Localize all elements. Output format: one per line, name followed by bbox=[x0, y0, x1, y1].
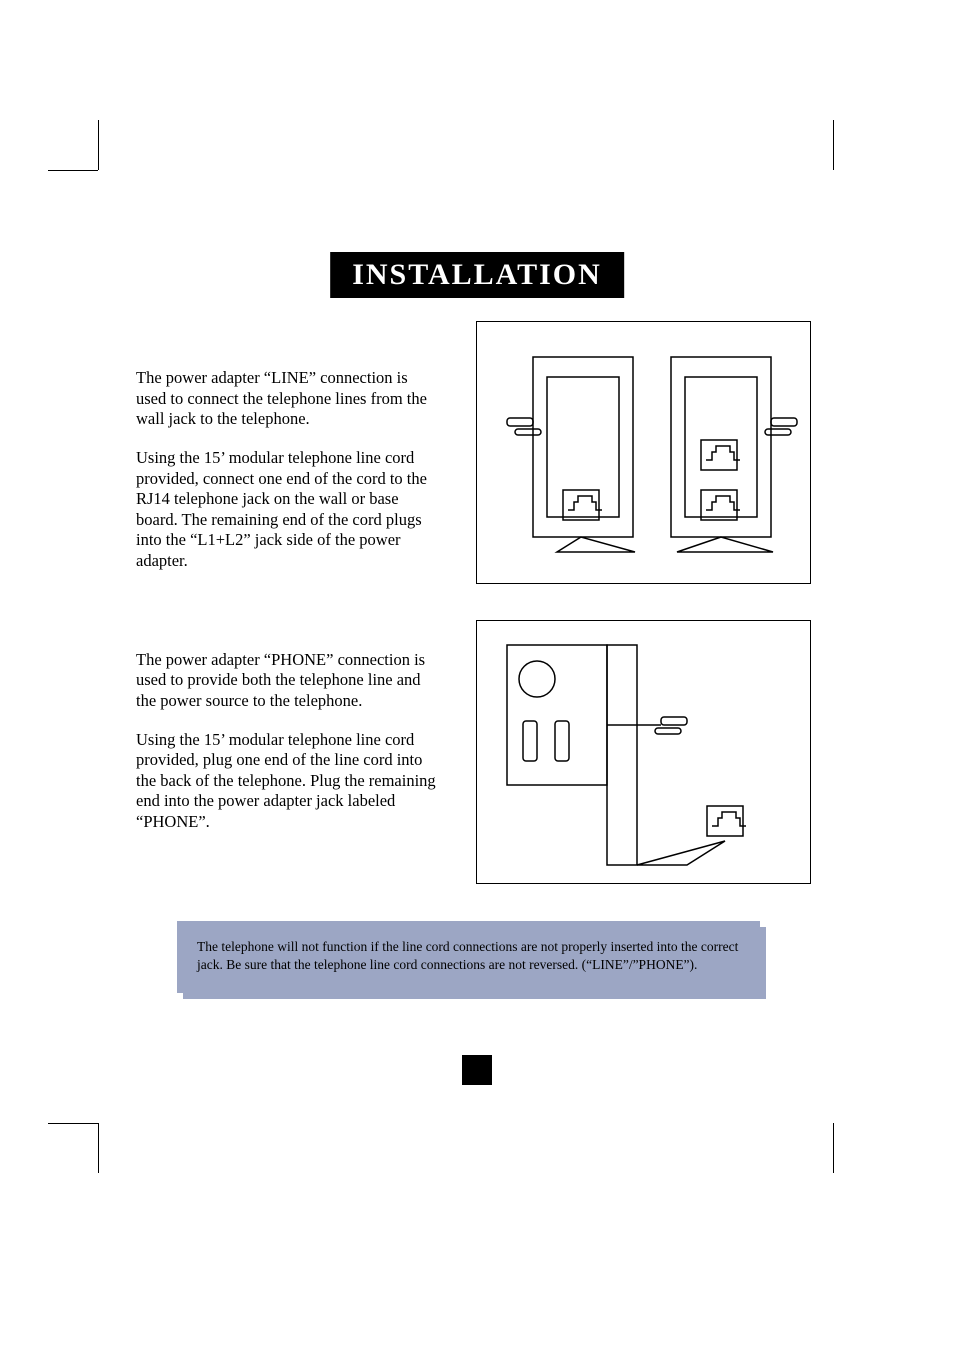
note-callout: The telephone will not function if the l… bbox=[177, 921, 760, 993]
crop-mark bbox=[833, 120, 834, 170]
figure-1-wrap bbox=[476, 321, 811, 584]
crop-mark bbox=[833, 1123, 834, 1173]
wall-jack-diagram-icon bbox=[477, 322, 812, 585]
text-column-1: The power adapter “LINE” connection is u… bbox=[136, 368, 436, 590]
crop-mark bbox=[98, 120, 99, 170]
content-area: The power adapter “LINE” connection is u… bbox=[136, 368, 816, 912]
crop-mark bbox=[48, 170, 98, 171]
row-phone-connection: The power adapter “PHONE” connection is … bbox=[136, 620, 816, 884]
para-line-1: The power adapter “LINE” connection is u… bbox=[136, 368, 436, 430]
note-text: The telephone will not function if the l… bbox=[177, 921, 760, 993]
para-phone-1: The power adapter “PHONE” connection is … bbox=[136, 650, 436, 712]
figure-wall-jack bbox=[476, 321, 811, 584]
adapter-diagram-icon bbox=[477, 621, 812, 885]
row-line-connection: The power adapter “LINE” connection is u… bbox=[136, 368, 816, 590]
section-heading: INSTALLATION bbox=[330, 252, 624, 298]
heading-text: INSTALLATION bbox=[352, 258, 602, 291]
text-column-2: The power adapter “PHONE” connection is … bbox=[136, 620, 436, 851]
para-phone-2: Using the 15’ modular telephone line cor… bbox=[136, 730, 436, 833]
figure-adapter bbox=[476, 620, 811, 884]
crop-mark bbox=[98, 1123, 99, 1173]
para-line-2: Using the 15’ modular telephone line cor… bbox=[136, 448, 436, 572]
figure-2-wrap bbox=[476, 620, 811, 884]
page-number-box bbox=[462, 1055, 492, 1085]
crop-mark bbox=[48, 1123, 98, 1124]
page: INSTALLATION The power adapter “LINE” co… bbox=[0, 0, 954, 1351]
